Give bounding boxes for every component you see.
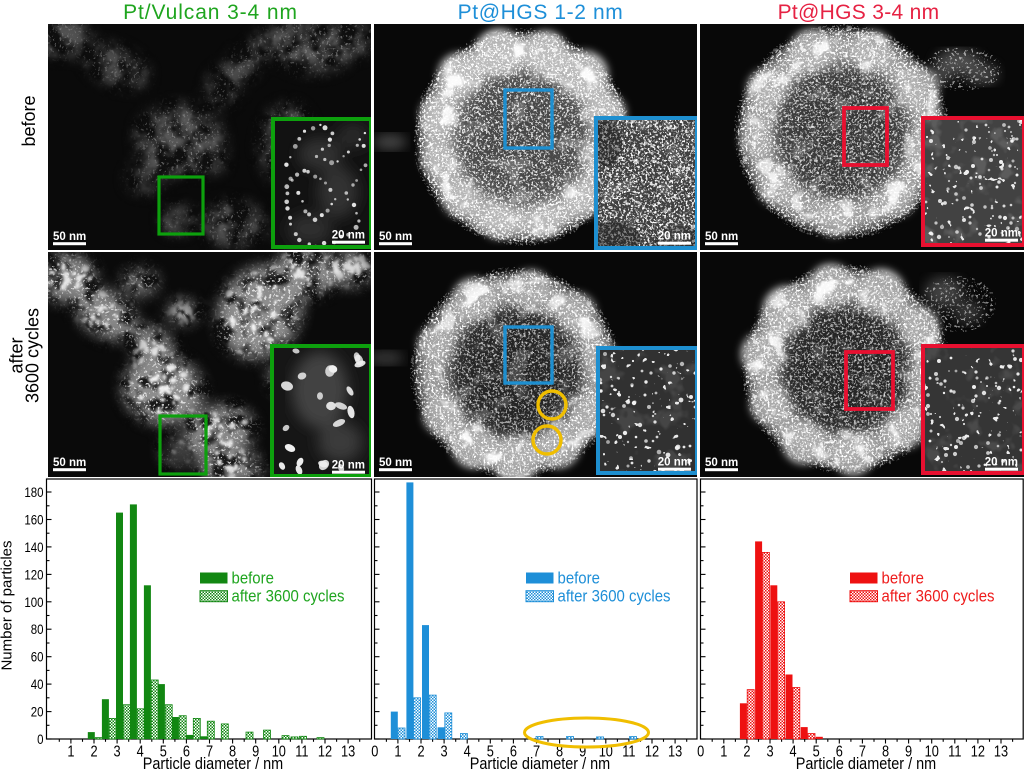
svg-text:7: 7 (859, 743, 866, 761)
svg-text:0: 0 (697, 743, 704, 761)
svg-text:12: 12 (971, 743, 985, 761)
svg-text:5: 5 (160, 743, 167, 761)
svg-text:20: 20 (31, 703, 44, 719)
svg-text:13: 13 (994, 743, 1008, 761)
svg-text:50 nm: 50 nm (379, 457, 412, 469)
svg-text:9: 9 (579, 743, 586, 761)
svg-text:4: 4 (790, 743, 797, 761)
svg-text:180: 180 (24, 484, 43, 500)
svg-text:9: 9 (905, 743, 912, 761)
svg-text:5: 5 (813, 743, 820, 761)
svg-text:Number of particles: Number of particles (0, 540, 16, 670)
svg-text:1: 1 (394, 743, 401, 761)
svg-text:11: 11 (948, 743, 961, 761)
svg-text:4: 4 (464, 743, 471, 761)
svg-text:20 nm: 20 nm (658, 457, 691, 469)
svg-text:3: 3 (766, 743, 773, 761)
svg-text:6: 6 (510, 743, 517, 761)
svg-text:11: 11 (295, 743, 308, 761)
svg-text:Particle diameter / nm: Particle diameter / nm (796, 755, 936, 770)
svg-text:5: 5 (487, 743, 494, 761)
svg-text:80: 80 (31, 621, 44, 637)
svg-text:before: before (232, 570, 274, 588)
svg-text:140: 140 (24, 539, 43, 555)
svg-text:6: 6 (183, 743, 190, 761)
svg-text:8: 8 (229, 743, 236, 761)
svg-text:7: 7 (206, 743, 213, 761)
svg-text:20 nm: 20 nm (332, 230, 365, 242)
svg-text:1: 1 (720, 743, 727, 761)
svg-text:after 3600 cycles: after 3600 cycles (232, 588, 345, 606)
svg-text:20 nm: 20 nm (332, 460, 365, 472)
svg-text:2: 2 (743, 743, 750, 761)
svg-text:50 nm: 50 nm (379, 231, 412, 243)
svg-text:9: 9 (252, 743, 259, 761)
svg-text:0: 0 (37, 731, 43, 747)
svg-text:11: 11 (622, 743, 635, 761)
svg-text:0: 0 (371, 743, 378, 761)
svg-text:10: 10 (272, 743, 286, 761)
svg-text:after 3600 cycles: after 3600 cycles (558, 588, 671, 606)
svg-text:after 3600 cycles: after 3600 cycles (882, 588, 995, 606)
svg-text:1: 1 (67, 743, 74, 761)
svg-text:7: 7 (533, 743, 540, 761)
svg-text:8: 8 (556, 743, 563, 761)
svg-text:12: 12 (645, 743, 659, 761)
svg-text:Particle diameter / nm: Particle diameter / nm (143, 755, 283, 770)
svg-text:2: 2 (90, 743, 97, 761)
svg-text:120: 120 (24, 566, 43, 582)
svg-text:Particle diameter / nm: Particle diameter / nm (470, 755, 610, 770)
svg-text:20 nm: 20 nm (658, 231, 691, 243)
svg-text:100: 100 (24, 594, 43, 610)
svg-text:2: 2 (417, 743, 424, 761)
svg-text:50 nm: 50 nm (705, 457, 738, 469)
svg-text:20 nm: 20 nm (985, 228, 1018, 240)
svg-text:160: 160 (24, 511, 43, 527)
svg-text:before: before (882, 570, 924, 588)
svg-text:12: 12 (318, 743, 332, 761)
svg-text:20 nm: 20 nm (985, 457, 1018, 469)
svg-text:13: 13 (341, 743, 355, 761)
svg-text:before: before (558, 570, 600, 588)
svg-text:6: 6 (836, 743, 843, 761)
svg-text:4: 4 (137, 743, 144, 761)
svg-text:10: 10 (925, 743, 939, 761)
svg-text:50 nm: 50 nm (53, 231, 86, 243)
svg-text:60: 60 (31, 649, 44, 665)
svg-text:3: 3 (114, 743, 121, 761)
svg-text:8: 8 (882, 743, 889, 761)
svg-text:3: 3 (441, 743, 448, 761)
svg-text:40: 40 (31, 676, 44, 692)
svg-text:13: 13 (668, 743, 682, 761)
svg-text:50 nm: 50 nm (705, 231, 738, 243)
svg-text:50 nm: 50 nm (53, 457, 86, 469)
